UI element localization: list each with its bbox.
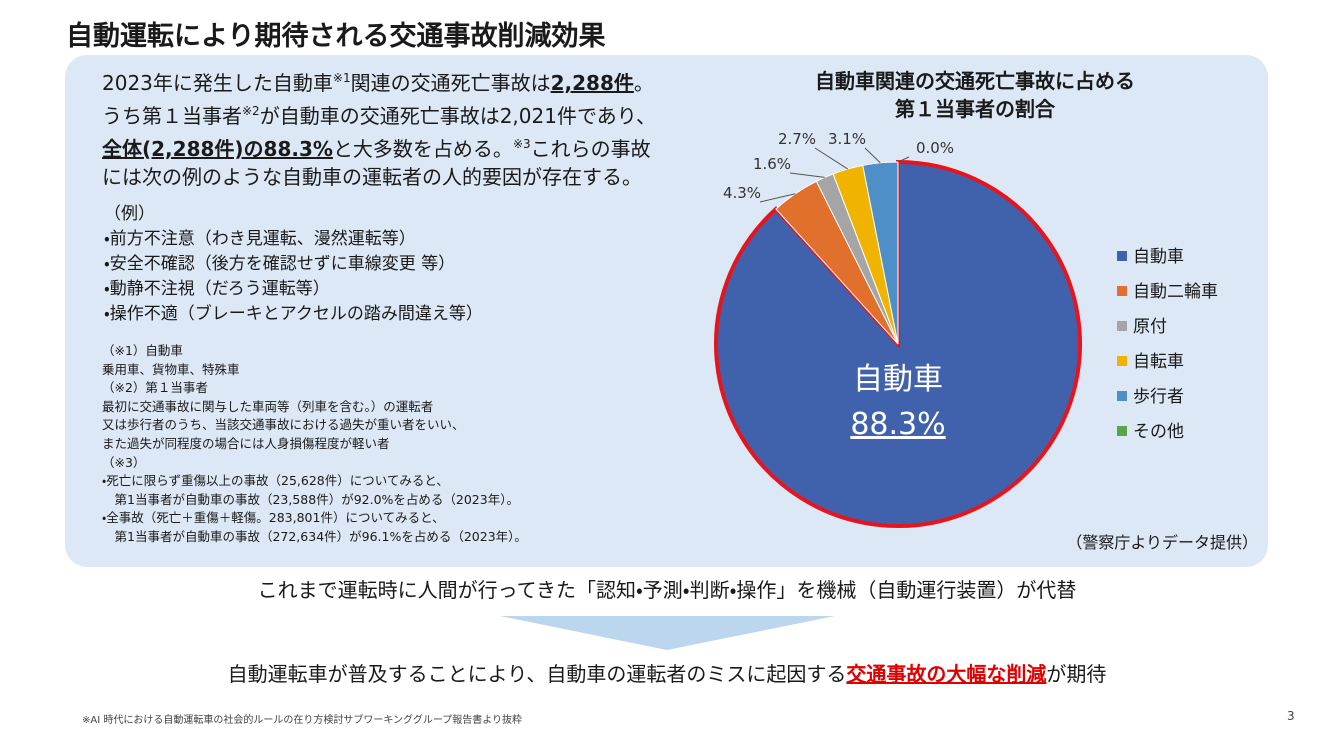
slide-title: 自動運転により期待される交通事故削減効果 (66, 21, 606, 52)
leader-line (897, 156, 910, 163)
down-arrow (500, 616, 835, 650)
text: 2023年に発生した自動車 (102, 71, 333, 95)
note-line: 第1当事者が自動車の事故（272,634件）が96.1%を占める（2023年）。 (102, 528, 527, 544)
value-label: 3.1% (828, 130, 866, 148)
note-line: また過失が同程度の場合には人身損傷程度が軽い者 (102, 435, 390, 451)
center-category: 自動車 (853, 362, 943, 397)
legend-label: 歩行者 (1133, 387, 1184, 407)
example-item: （例） (104, 204, 155, 224)
example-item: ・動静不注視（だろう運転等） (104, 279, 330, 299)
text: と大多数を占める。 (332, 137, 513, 161)
value-label: 1.6% (753, 155, 791, 173)
value-label: 0.0% (916, 139, 954, 157)
legend-label: その他 (1133, 422, 1184, 442)
legend-swatch (1117, 286, 1127, 296)
value-label: 2.7% (778, 130, 816, 148)
note-line: ・死亡に限らず重傷以上の事故（25,628件）についてみると、 (102, 473, 449, 489)
text: には次の例のような自動車の運転者の人的要因が存在する。 (102, 165, 642, 189)
center-value: 88.3% (850, 407, 945, 442)
note-line: ・全事故（死亡＋重傷＋軽傷。283,801件）についてみると、 (102, 510, 445, 526)
leader-line (789, 172, 825, 178)
intro-line: には次の例のような自動車の運転者の人的要因が存在する。 (102, 163, 656, 191)
text: が期待 (1046, 662, 1107, 686)
legend-label: 自転車 (1133, 352, 1184, 372)
note-line: 又は歩行者のうち、当該交通事故における過失が重い者をいい、 (102, 417, 465, 433)
note-line: 乗用車、貨物車、特殊車 (102, 361, 240, 377)
example-item: ・操作不適（ブレーキとアクセルの踏み間違え等） (104, 304, 483, 324)
legend-swatch (1117, 356, 1127, 366)
example-item: ・安全不確認（後方を確認せずに車線変更 等） (104, 254, 456, 274)
page-number: 3 (1287, 709, 1295, 723)
legend-swatch (1117, 391, 1127, 401)
statement: これまで運転時に人間が行ってきた「認知・予測・判断・操作」を機械（自動運行装置）… (257, 578, 1077, 602)
note-line: （※1）自動車 (102, 343, 183, 358)
text: 自動運転車が普及することにより、自動車の運転者のミスに起因する (227, 662, 847, 686)
intro-text: 2023年に発生した自動車※1関連の交通死亡事故は2,288件。 うち第１当事者… (102, 64, 656, 191)
text: 。 (633, 71, 654, 95)
chart-title: 自動車関連の交通死亡事故に占める (815, 69, 1135, 93)
text: これらの事故 (530, 137, 651, 161)
value-label: 4.3% (723, 184, 761, 202)
source-note: （警察庁よりデータ提供） (1066, 533, 1258, 552)
emphasis: 全体(2,288件)の88.3% (102, 137, 333, 161)
note-mark: ※2 (242, 104, 260, 118)
intro-line: 2023年に発生した自動車※1関連の交通死亡事故は2,288件。 (102, 64, 656, 97)
legend-label: 自動車 (1133, 247, 1184, 267)
chart-title: 第１当事者の割合 (895, 97, 1056, 121)
pie-chart: 自動車 88.3% 4.3% 1.6% 2.7% 3.1% 0.0% (714, 130, 1082, 528)
emphasis: 交通事故の大幅な削減 (846, 662, 1047, 686)
intro-line: 全体(2,288件)の88.3%と大多数を占める。※3これらの事故 (102, 130, 656, 163)
leader-line (759, 193, 796, 203)
note-line: （※2）第１当事者 (102, 380, 208, 396)
emphasis: 2,288件 (550, 71, 634, 95)
conclusion: 自動運転車が普及することにより、自動車の運転者のミスに起因する交通事故の大幅な削… (0, 658, 1334, 687)
note-mark: ※1 (332, 71, 351, 85)
notes: （※1）自動車乗用車、貨物車、特殊車 （※2）第１当事者最初に交通事故に関与した車… (102, 342, 527, 547)
text: 関連の交通死亡事故は (350, 71, 551, 95)
legend-label: 原付 (1133, 317, 1167, 337)
text: が自動車の交通死亡事故は2,021件であり、 (259, 104, 656, 128)
legend-swatch (1117, 321, 1127, 331)
leader-line (864, 147, 881, 164)
leader-line (814, 147, 849, 170)
legend-swatch (1117, 426, 1127, 436)
example-item: ・前方不注意（わき見運転、漫然運転等） (104, 229, 416, 249)
note-mark: ※3 (512, 137, 531, 151)
text: うち第１当事者 (102, 104, 242, 128)
note-line: （※3） (102, 454, 146, 470)
legend-label: 自動二輪車 (1133, 282, 1218, 302)
legend-swatch (1117, 251, 1127, 261)
note-line: 最初に交通事故に関与した車両等（列車を含む。）の運転者 (102, 398, 434, 414)
examples: （例） ・前方不注意（わき見運転、漫然運転等） ・安全不確認（後方を確認せずに車線変… (104, 202, 483, 327)
footnote: ※AI 時代における自動運転車の社会的ルールの在り方検討サブワーキンググループ報… (82, 715, 523, 726)
intro-line: うち第１当事者※2が自動車の交通死亡事故は2,021件であり、 (102, 97, 656, 130)
note-line: 第1当事者が自動車の事故（23,588件）が92.0%を占める（2023年）。 (102, 491, 519, 507)
